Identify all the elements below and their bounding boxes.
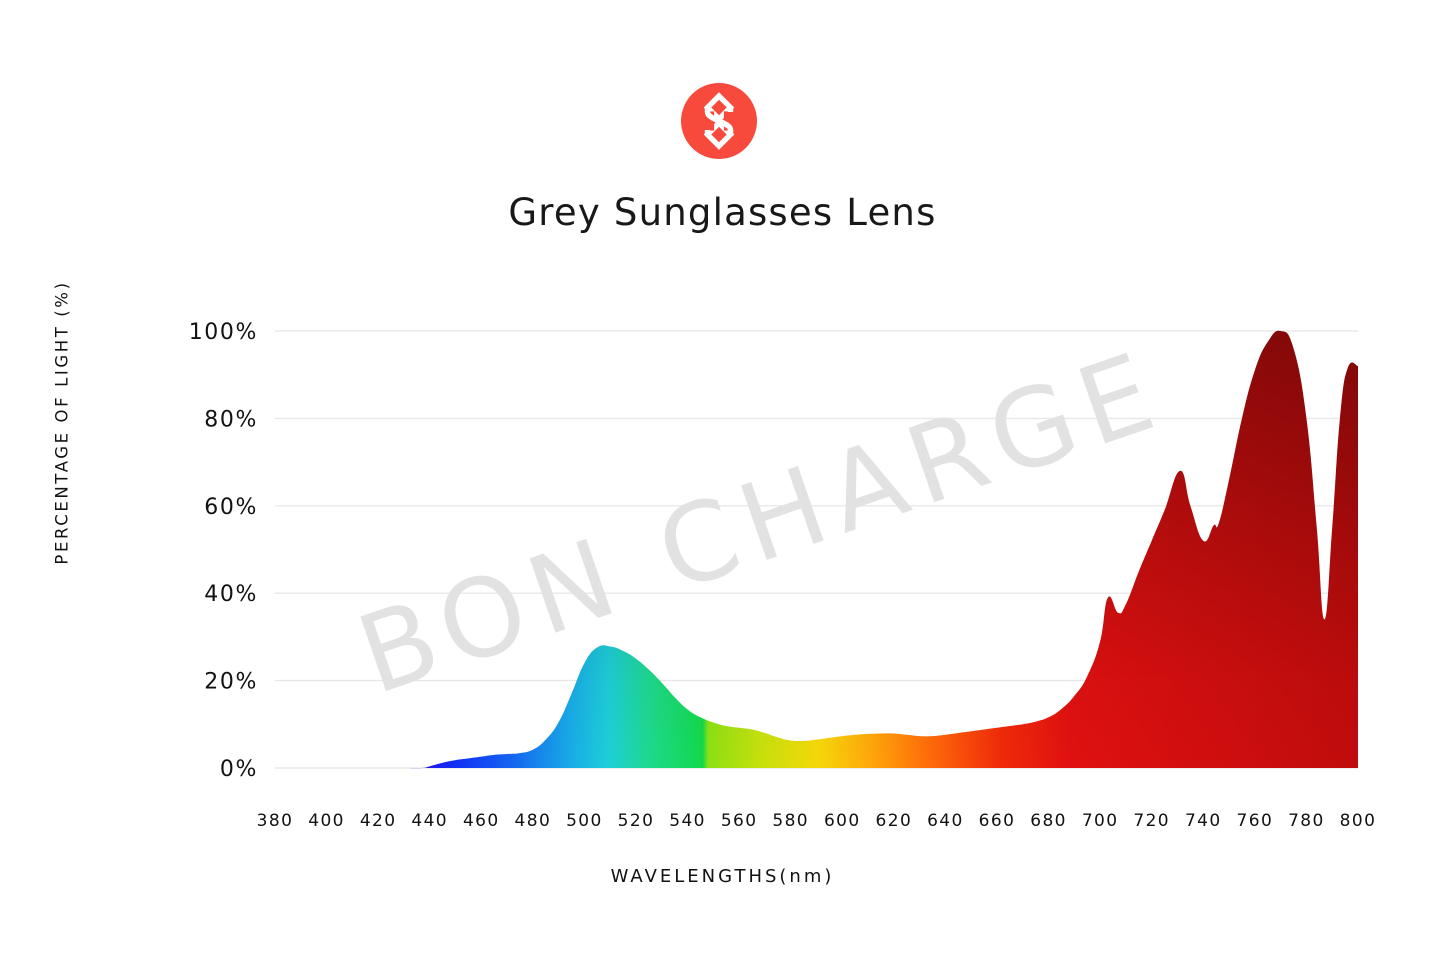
spectral-area-group <box>275 330 1358 769</box>
x-tick-label: 520 <box>618 811 655 831</box>
x-tick-label: 380 <box>257 811 294 831</box>
x-tick-label: 780 <box>1288 811 1325 831</box>
x-tick-label: 800 <box>1340 811 1377 831</box>
x-tick-label: 400 <box>308 811 345 831</box>
x-tick-labels: 380 400 420 440 460 480 500 520 540 560 580 600 620 6… <box>257 811 1377 831</box>
x-tick-label: 540 <box>669 811 706 831</box>
x-tick-label: 560 <box>721 811 758 831</box>
watermark: BON CHARGE <box>344 328 1179 720</box>
x-tick-label: 640 <box>927 811 964 831</box>
page-title: Grey Sunglasses Lens <box>508 191 937 234</box>
x-tick-label: 760 <box>1237 811 1274 831</box>
y-tick-label: 60% <box>204 495 258 520</box>
x-tick-label: 660 <box>979 811 1016 831</box>
x-tick-label: 620 <box>876 811 913 831</box>
x-tick-label: 460 <box>463 811 500 831</box>
x-tick-label: 420 <box>360 811 397 831</box>
y-tick-label: 80% <box>204 407 258 432</box>
y-tick-label: 0% <box>220 757 258 782</box>
brand-logo <box>681 83 757 159</box>
bon-charge-infinity-icon <box>703 92 735 150</box>
x-tick-label: 580 <box>772 811 809 831</box>
y-tick-labels: 0% 20% 40% 60% 80% 100% <box>189 320 258 782</box>
y-tick-label: 100% <box>189 320 258 345</box>
x-axis-title: WAVELENGTHS(nm) <box>610 866 835 887</box>
watermark-label: BON CHARGE <box>344 328 1179 720</box>
x-tick-label: 500 <box>566 811 603 831</box>
y-tick-label: 40% <box>204 582 258 607</box>
y-tick-label: 20% <box>204 670 258 695</box>
x-tick-label: 720 <box>1133 811 1170 831</box>
x-tick-label: 480 <box>515 811 552 831</box>
x-tick-label: 440 <box>411 811 448 831</box>
x-tick-label: 680 <box>1030 811 1067 831</box>
x-tick-label: 740 <box>1185 811 1222 831</box>
x-tick-label: 700 <box>1082 811 1119 831</box>
x-tick-label: 600 <box>824 811 861 831</box>
y-axis-title: PERCENTAGE OF LIGHT (%) <box>52 280 72 565</box>
spectral-area-shading <box>275 330 1358 769</box>
